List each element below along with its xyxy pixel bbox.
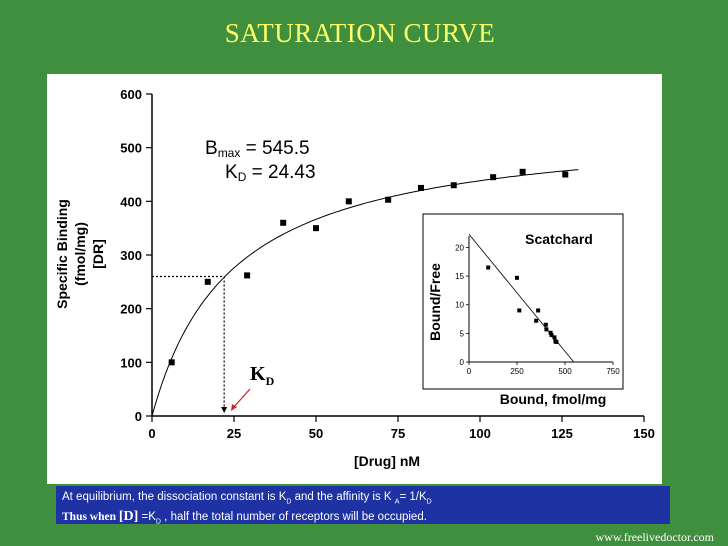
kd-guide-arrowhead [221, 407, 228, 413]
inset-data-point [548, 330, 553, 335]
inset-x-tick-label: 0 [467, 367, 472, 376]
kd-annotation: KD = 24.43 [225, 162, 316, 184]
slide-title: SATURATION CURVE [224, 18, 496, 48]
watermark: www.freelivedoctor.com [595, 530, 714, 544]
y-tick-label: 300 [120, 248, 142, 263]
inset-axes [466, 236, 614, 365]
x-tick-label: 100 [469, 426, 491, 441]
y-axis-label-line3: [DR] [90, 239, 106, 269]
data-point [417, 184, 424, 191]
x-tick-label: 0 [148, 426, 155, 441]
inset-data-point [536, 308, 541, 313]
x-tick-label: 25 [227, 426, 241, 441]
inset-tick-labels: 0 5 10 15 20 0 250 500 750 [455, 243, 620, 376]
inset-data-point [549, 333, 554, 338]
inset-data-points [486, 265, 559, 344]
data-point [204, 278, 211, 285]
data-point [168, 359, 175, 366]
inset-border [422, 213, 624, 390]
data-point [519, 168, 526, 175]
y-tick-label: 400 [120, 194, 142, 209]
inset-data-point [517, 308, 522, 313]
x-tick-label: 125 [551, 426, 573, 441]
inset-title: Scatchard [525, 231, 593, 247]
y-tick-label: 100 [120, 355, 142, 370]
caption-line-2: Thus when [D] =KD , half the total numbe… [62, 509, 427, 526]
inset-data-point [554, 339, 559, 344]
x-tick-label: 150 [633, 426, 655, 441]
y-axis-label-line2: (fmol/mg) [72, 222, 88, 286]
main-axes [146, 93, 645, 422]
inset-x-axis-label: Bound, fmol/mg [500, 391, 607, 407]
caption-line-1: At equilibrium, the dissociation constan… [62, 491, 432, 506]
inset-data-point [486, 265, 491, 270]
inset-data-point [544, 327, 549, 332]
y-tick-label: 0 [135, 409, 142, 424]
y-axis-label-line1: Specific Binding [54, 199, 70, 309]
x-tick-label: 50 [309, 426, 323, 441]
caption-box: At equilibrium, the dissociation constan… [56, 486, 670, 526]
kd-red-arrowhead [231, 404, 237, 411]
inset-y-tick-label: 10 [455, 301, 464, 310]
y-tick-label: 500 [120, 141, 142, 156]
data-point [244, 272, 251, 279]
x-axis-label: [Drug] nM [354, 453, 420, 469]
scatchard-inset: 0 5 10 15 20 0 250 500 750 Scatchard Bound, fmol… [422, 213, 624, 407]
inset-y-axis-label: Bound/Free [427, 263, 443, 341]
inset-data-point [534, 318, 539, 323]
data-point [345, 198, 352, 205]
data-point [490, 174, 497, 181]
saturation-fit-curve [151, 169, 579, 417]
y-tick-label: 600 [120, 87, 142, 102]
inset-y-tick-label: 0 [460, 358, 465, 367]
data-point [450, 182, 457, 189]
main-data-points [168, 168, 569, 366]
inset-y-tick-label: 15 [455, 272, 464, 281]
inset-y-tick-label: 5 [460, 329, 465, 338]
inset-x-tick-label: 750 [606, 367, 620, 376]
data-point [385, 196, 392, 203]
inset-data-point [515, 275, 519, 280]
inset-x-tick-label: 500 [558, 367, 572, 376]
data-point [280, 219, 287, 226]
inset-y-tick-label: 20 [455, 243, 464, 252]
kd-marker-label: KD [250, 363, 275, 388]
kd-guide-lines [152, 275, 228, 413]
x-tick-label: 75 [391, 426, 405, 441]
bmax-annotation: Bmax = 545.5 [205, 138, 310, 160]
inset-x-tick-label: 250 [510, 367, 524, 376]
inset-data-point [543, 322, 548, 327]
kd-red-arrow [232, 388, 251, 409]
data-point [562, 171, 569, 178]
chart-panel: 0 100 200 300 400 500 600 0 25 50 75 100 125 150 [Dru… [47, 74, 662, 484]
y-tick-label: 200 [120, 302, 142, 317]
inset-data-point [552, 335, 557, 340]
data-point [313, 225, 319, 232]
